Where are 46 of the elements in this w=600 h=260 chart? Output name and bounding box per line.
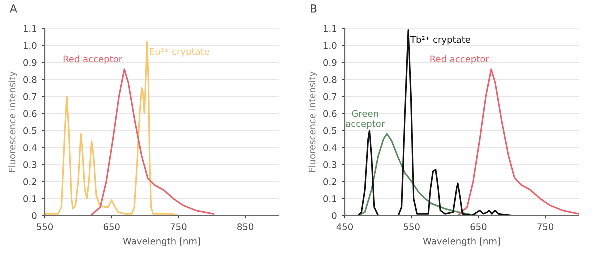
y-tick-label: 0.5 xyxy=(324,127,337,134)
x-tick-label: 550 xyxy=(404,224,420,230)
y-axis-title: Fluorescence intensity xyxy=(308,72,318,172)
y-tick-label: 0.1 xyxy=(324,196,337,202)
series-label: Eu³⁺ cryptate xyxy=(150,48,210,57)
y-tick-label: 0.3 xyxy=(324,161,337,168)
x-tick-label: 750 xyxy=(538,224,554,230)
line-series xyxy=(457,68,579,216)
series-label: Red acceptor xyxy=(64,56,123,64)
x-tick-label: 850 xyxy=(238,224,254,230)
line-series xyxy=(358,133,480,216)
chart-title: B xyxy=(310,4,317,13)
y-tick-label: 0 xyxy=(32,212,37,220)
y-tick-label: 1.0 xyxy=(24,42,37,50)
y-tick-label: 0.2 xyxy=(324,178,336,186)
series-label: Green acceptor xyxy=(346,110,386,130)
y-tick-label: 0.6 xyxy=(24,110,37,118)
y-axis-title: Fluorescence intensity xyxy=(8,72,18,172)
y-tick-label: 0.5 xyxy=(24,127,37,134)
y-tick-label: 1.1 xyxy=(24,25,37,32)
x-tick-label: 650 xyxy=(104,224,120,230)
y-tick-label: 0.6 xyxy=(324,110,337,118)
line-series xyxy=(90,68,214,216)
y-tick-label: 0.7 xyxy=(324,93,337,100)
y-tick-label: 0.4 xyxy=(324,144,337,152)
x-axis-title: Wavelength [nm] xyxy=(423,238,500,246)
y-tick-label: 1.0 xyxy=(324,42,337,50)
y-tick-label: 0.8 xyxy=(24,76,37,84)
y-tick-label: 0.1 xyxy=(24,196,37,202)
y-tick-label: 0.3 xyxy=(24,161,37,168)
y-tick-label: 0.9 xyxy=(24,59,37,66)
series-label: Red acceptor xyxy=(430,56,490,64)
y-tick-label: 0.9 xyxy=(324,59,337,66)
y-tick-label: 0.8 xyxy=(324,76,337,84)
chart-title: A xyxy=(10,4,18,13)
x-tick-label: 450 xyxy=(336,224,354,230)
y-tick-label: 1.1 xyxy=(324,25,337,32)
y-tick-label: 0.4 xyxy=(24,144,37,152)
x-axis-title: Wavelength [nm] xyxy=(123,238,200,246)
series-label: Tb²⁺ cryptate xyxy=(410,36,470,45)
x-tick-label: 650 xyxy=(470,224,487,230)
y-tick-label: 0.7 xyxy=(24,93,37,100)
x-tick-label: 750 xyxy=(170,224,187,230)
y-tick-label: 0 xyxy=(332,212,337,220)
x-tick-label: 550 xyxy=(37,224,54,230)
y-tick-label: 0.2 xyxy=(24,178,36,186)
